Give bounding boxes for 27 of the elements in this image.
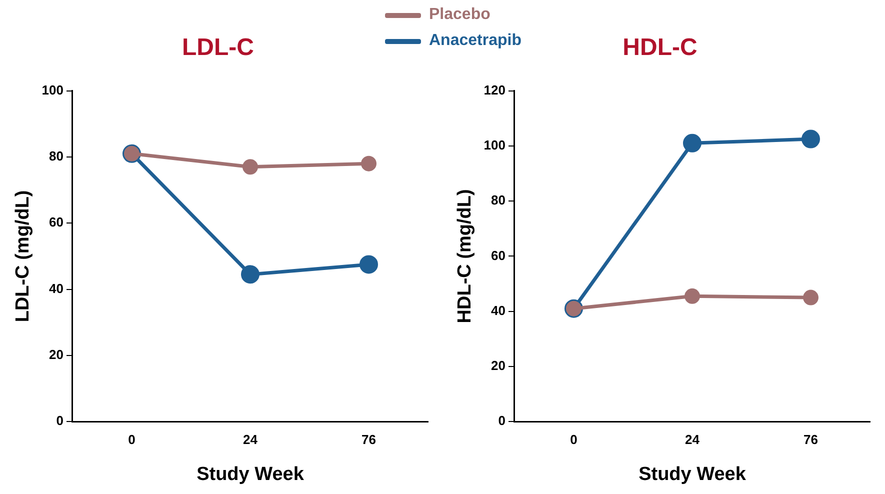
y-tick-label: 120 bbox=[484, 82, 506, 98]
x-tick-label: 76 bbox=[362, 432, 376, 447]
y-tick-label: 100 bbox=[42, 82, 64, 98]
y-tick-label: 40 bbox=[49, 280, 64, 296]
legend-label: Anacetrapib bbox=[429, 32, 522, 50]
x-tick-label: 24 bbox=[243, 432, 258, 447]
y-tick-label: 20 bbox=[491, 358, 506, 374]
y-tick-label: 0 bbox=[498, 413, 506, 428]
y-axis-title: LDL-C (mg/dL) bbox=[12, 190, 34, 322]
y-tick-label: 20 bbox=[49, 347, 64, 362]
y-tick-label: 80 bbox=[49, 148, 64, 164]
y-tick-label: 60 bbox=[49, 214, 64, 230]
chart-title: LDL-C bbox=[182, 34, 254, 62]
x-axis-title: Study Week bbox=[638, 464, 746, 485]
x-tick-label: 0 bbox=[128, 432, 136, 447]
chart-title: HDL-C bbox=[622, 34, 698, 62]
y-tick-label: 0 bbox=[56, 413, 64, 428]
x-tick-label: 76 bbox=[804, 432, 818, 447]
x-tick-label: 0 bbox=[570, 432, 578, 447]
y-axis-title: HDL-C (mg/dL) bbox=[454, 189, 476, 324]
y-tick-label: 80 bbox=[491, 192, 506, 208]
y-tick-label: 40 bbox=[491, 302, 506, 318]
y-tick-label: 100 bbox=[484, 138, 506, 153]
y-tick-label: 60 bbox=[491, 248, 506, 263]
x-axis-title: Study Week bbox=[196, 464, 304, 485]
legend-label: Placebo bbox=[429, 6, 490, 24]
x-tick-label: 24 bbox=[685, 432, 700, 447]
